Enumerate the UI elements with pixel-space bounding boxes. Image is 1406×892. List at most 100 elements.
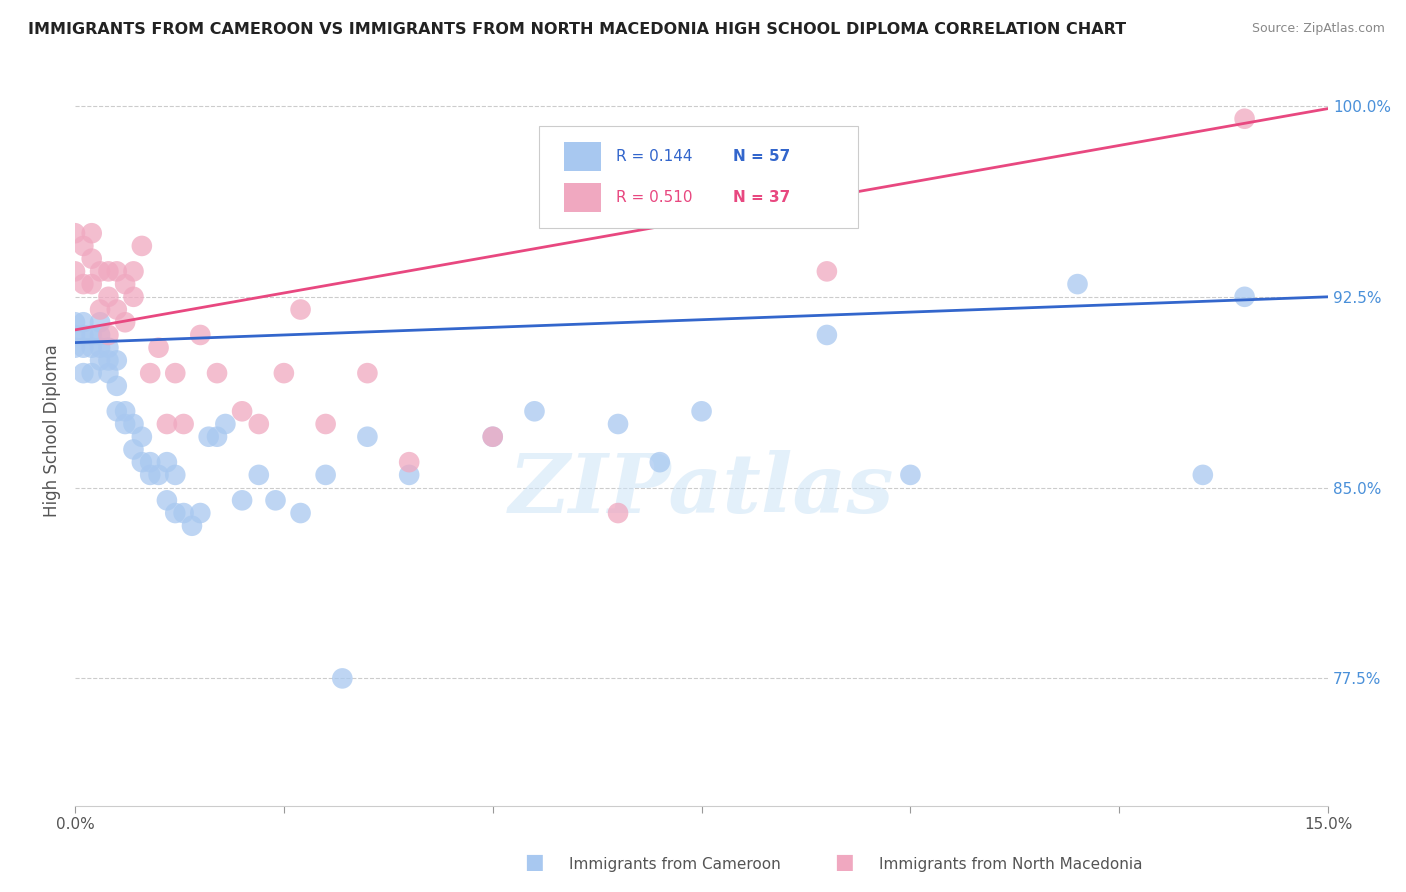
Point: [72, 315, 94, 329]
Point: [114, 277, 136, 291]
Point: [89, 341, 111, 355]
Point: [89, 328, 111, 343]
Point: [97, 328, 120, 343]
Point: [122, 290, 145, 304]
Point: [148, 341, 170, 355]
Point: [131, 455, 153, 469]
Point: [105, 264, 128, 278]
Point: [63, 315, 86, 329]
FancyBboxPatch shape: [564, 184, 602, 212]
Point: [105, 302, 128, 317]
Point: [122, 264, 145, 278]
Point: [105, 404, 128, 418]
Point: [131, 239, 153, 253]
Point: [900, 467, 922, 482]
Point: [247, 467, 270, 482]
Point: [89, 315, 111, 329]
Point: [690, 404, 713, 418]
Text: N = 37: N = 37: [733, 190, 790, 205]
Point: [156, 455, 179, 469]
Point: [63, 341, 86, 355]
Point: [122, 417, 145, 431]
Point: [114, 315, 136, 329]
Point: [330, 672, 353, 686]
Point: [80, 226, 103, 240]
Point: [815, 328, 838, 343]
Point: [80, 366, 103, 380]
Point: [105, 353, 128, 368]
Point: [214, 417, 236, 431]
Point: [165, 366, 187, 380]
Point: [205, 430, 228, 444]
Point: [315, 467, 337, 482]
Point: [173, 417, 195, 431]
Point: [173, 506, 195, 520]
Point: [290, 506, 312, 520]
Point: [1233, 112, 1256, 126]
Point: [356, 366, 378, 380]
Point: [481, 430, 503, 444]
Point: [97, 353, 120, 368]
Point: [63, 264, 86, 278]
Point: [205, 366, 228, 380]
Point: [165, 506, 187, 520]
Point: [1233, 290, 1256, 304]
Point: [97, 264, 120, 278]
Point: [156, 417, 179, 431]
Point: [72, 341, 94, 355]
Point: [97, 290, 120, 304]
Point: [188, 506, 211, 520]
Text: R = 0.144: R = 0.144: [616, 149, 693, 164]
Point: [63, 226, 86, 240]
Text: Source: ZipAtlas.com: Source: ZipAtlas.com: [1251, 22, 1385, 36]
Point: [398, 455, 420, 469]
FancyBboxPatch shape: [564, 142, 602, 170]
Point: [607, 506, 630, 520]
Point: [148, 467, 170, 482]
Point: [398, 467, 420, 482]
Point: [231, 493, 253, 508]
Point: [231, 404, 253, 418]
Point: [181, 518, 204, 533]
Point: [1191, 467, 1213, 482]
Point: [72, 328, 94, 343]
Text: Immigrants from Cameroon: Immigrants from Cameroon: [569, 857, 782, 872]
Point: [105, 379, 128, 393]
Text: Immigrants from North Macedonia: Immigrants from North Macedonia: [879, 857, 1142, 872]
Point: [114, 417, 136, 431]
Point: [290, 302, 312, 317]
Text: ■: ■: [834, 853, 853, 872]
Point: [139, 455, 162, 469]
Point: [815, 264, 838, 278]
Text: R = 0.510: R = 0.510: [616, 190, 693, 205]
Point: [523, 404, 546, 418]
Point: [72, 239, 94, 253]
Point: [356, 430, 378, 444]
Text: ■: ■: [524, 853, 544, 872]
Text: ZIPatlas: ZIPatlas: [509, 450, 894, 531]
Point: [80, 341, 103, 355]
Text: N = 57: N = 57: [733, 149, 790, 164]
FancyBboxPatch shape: [538, 127, 858, 227]
Point: [273, 366, 295, 380]
Point: [1066, 277, 1088, 291]
Point: [89, 353, 111, 368]
Point: [481, 430, 503, 444]
Point: [188, 328, 211, 343]
Point: [247, 417, 270, 431]
Point: [139, 366, 162, 380]
Point: [97, 341, 120, 355]
Point: [97, 366, 120, 380]
Point: [80, 277, 103, 291]
Point: [197, 430, 219, 444]
Point: [72, 366, 94, 380]
Point: [63, 328, 86, 343]
Point: [122, 442, 145, 457]
Point: [72, 277, 94, 291]
Point: [264, 493, 287, 508]
Point: [80, 252, 103, 266]
Point: [165, 467, 187, 482]
Point: [156, 493, 179, 508]
Point: [607, 417, 630, 431]
Point: [89, 264, 111, 278]
